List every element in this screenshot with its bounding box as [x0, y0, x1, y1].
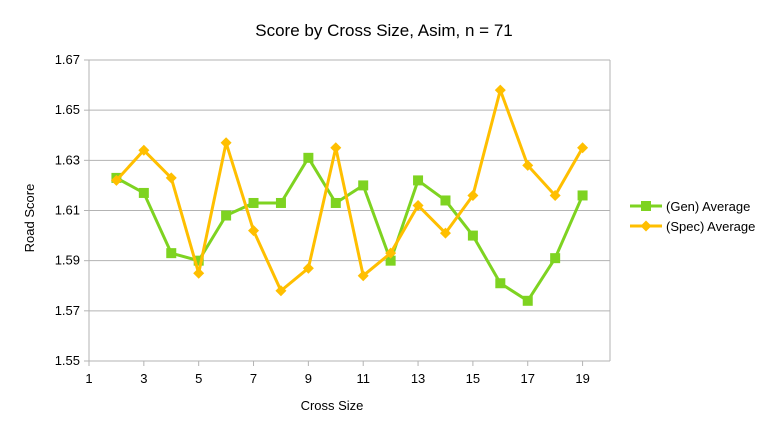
data-point — [467, 189, 479, 201]
data-point — [110, 174, 122, 186]
legend-entry: (Spec) Average — [630, 219, 755, 234]
data-point — [440, 195, 451, 206]
legend-swatch-marker — [641, 201, 651, 211]
x-tick-label: 13 — [411, 371, 425, 386]
data-point — [467, 230, 478, 241]
data-point — [577, 142, 589, 154]
data-point — [330, 197, 341, 208]
x-tick-label: 17 — [521, 371, 535, 386]
y-axis-title: Road Score — [22, 184, 37, 253]
data-point — [193, 267, 205, 279]
y-tick-label: 1.55 — [55, 353, 80, 368]
data-point — [439, 227, 451, 239]
data-point — [522, 159, 534, 171]
series-spec-average — [110, 84, 589, 297]
data-point — [549, 189, 561, 201]
x-tick-label: 9 — [305, 371, 312, 386]
x-tick-label: 11 — [356, 371, 370, 386]
data-point — [138, 144, 150, 156]
data-point — [522, 295, 533, 306]
data-point — [138, 187, 149, 198]
y-tick-label: 1.67 — [55, 52, 80, 67]
series-gen-average — [111, 152, 588, 306]
legend-label: (Spec) Average — [666, 219, 755, 234]
y-tick-label: 1.59 — [55, 253, 80, 268]
y-tick-label: 1.57 — [55, 303, 80, 318]
x-axis-title: Cross Size — [301, 398, 364, 413]
data-point — [165, 172, 177, 184]
data-point — [494, 84, 506, 96]
data-point — [358, 180, 369, 191]
legend-entry: (Gen) Average — [630, 199, 750, 214]
x-tick-label: 15 — [466, 371, 480, 386]
data-point — [330, 142, 342, 154]
chart-title: Score by Cross Size, Asim, n = 71 — [255, 21, 512, 40]
data-point — [412, 199, 424, 211]
y-tick-label: 1.65 — [55, 102, 80, 117]
legend-label: (Gen) Average — [666, 199, 750, 214]
x-tick-label: 19 — [575, 371, 589, 386]
series — [110, 84, 589, 306]
gridlines — [89, 59, 610, 362]
x-tick-label: 5 — [195, 371, 202, 386]
y-tick-label: 1.63 — [55, 152, 80, 167]
data-point — [413, 175, 424, 186]
x-tick-label: 3 — [140, 371, 147, 386]
data-point — [385, 247, 397, 259]
data-point — [193, 255, 204, 266]
data-point — [275, 285, 287, 297]
x-tick-label: 7 — [250, 371, 257, 386]
data-point — [275, 197, 286, 208]
legend: (Gen) Average (Spec) Average — [630, 199, 755, 234]
data-point — [303, 152, 314, 163]
data-point — [248, 197, 259, 208]
data-point — [221, 210, 232, 221]
data-point — [220, 137, 232, 149]
y-tick-label: 1.61 — [55, 203, 80, 218]
data-point — [550, 253, 561, 264]
axes: 1.551.571.591.611.631.651.671 3 5 7 9 11 13 15 1… — [55, 52, 611, 386]
legend-swatch-marker — [640, 220, 652, 232]
data-point — [166, 248, 177, 259]
data-point — [577, 190, 588, 201]
data-point — [385, 255, 396, 266]
data-point — [302, 262, 314, 274]
data-point — [248, 225, 260, 237]
series-line — [115, 88, 584, 293]
x-tick-label: 1 — [85, 371, 92, 386]
data-point — [495, 278, 506, 289]
data-point — [357, 270, 369, 282]
